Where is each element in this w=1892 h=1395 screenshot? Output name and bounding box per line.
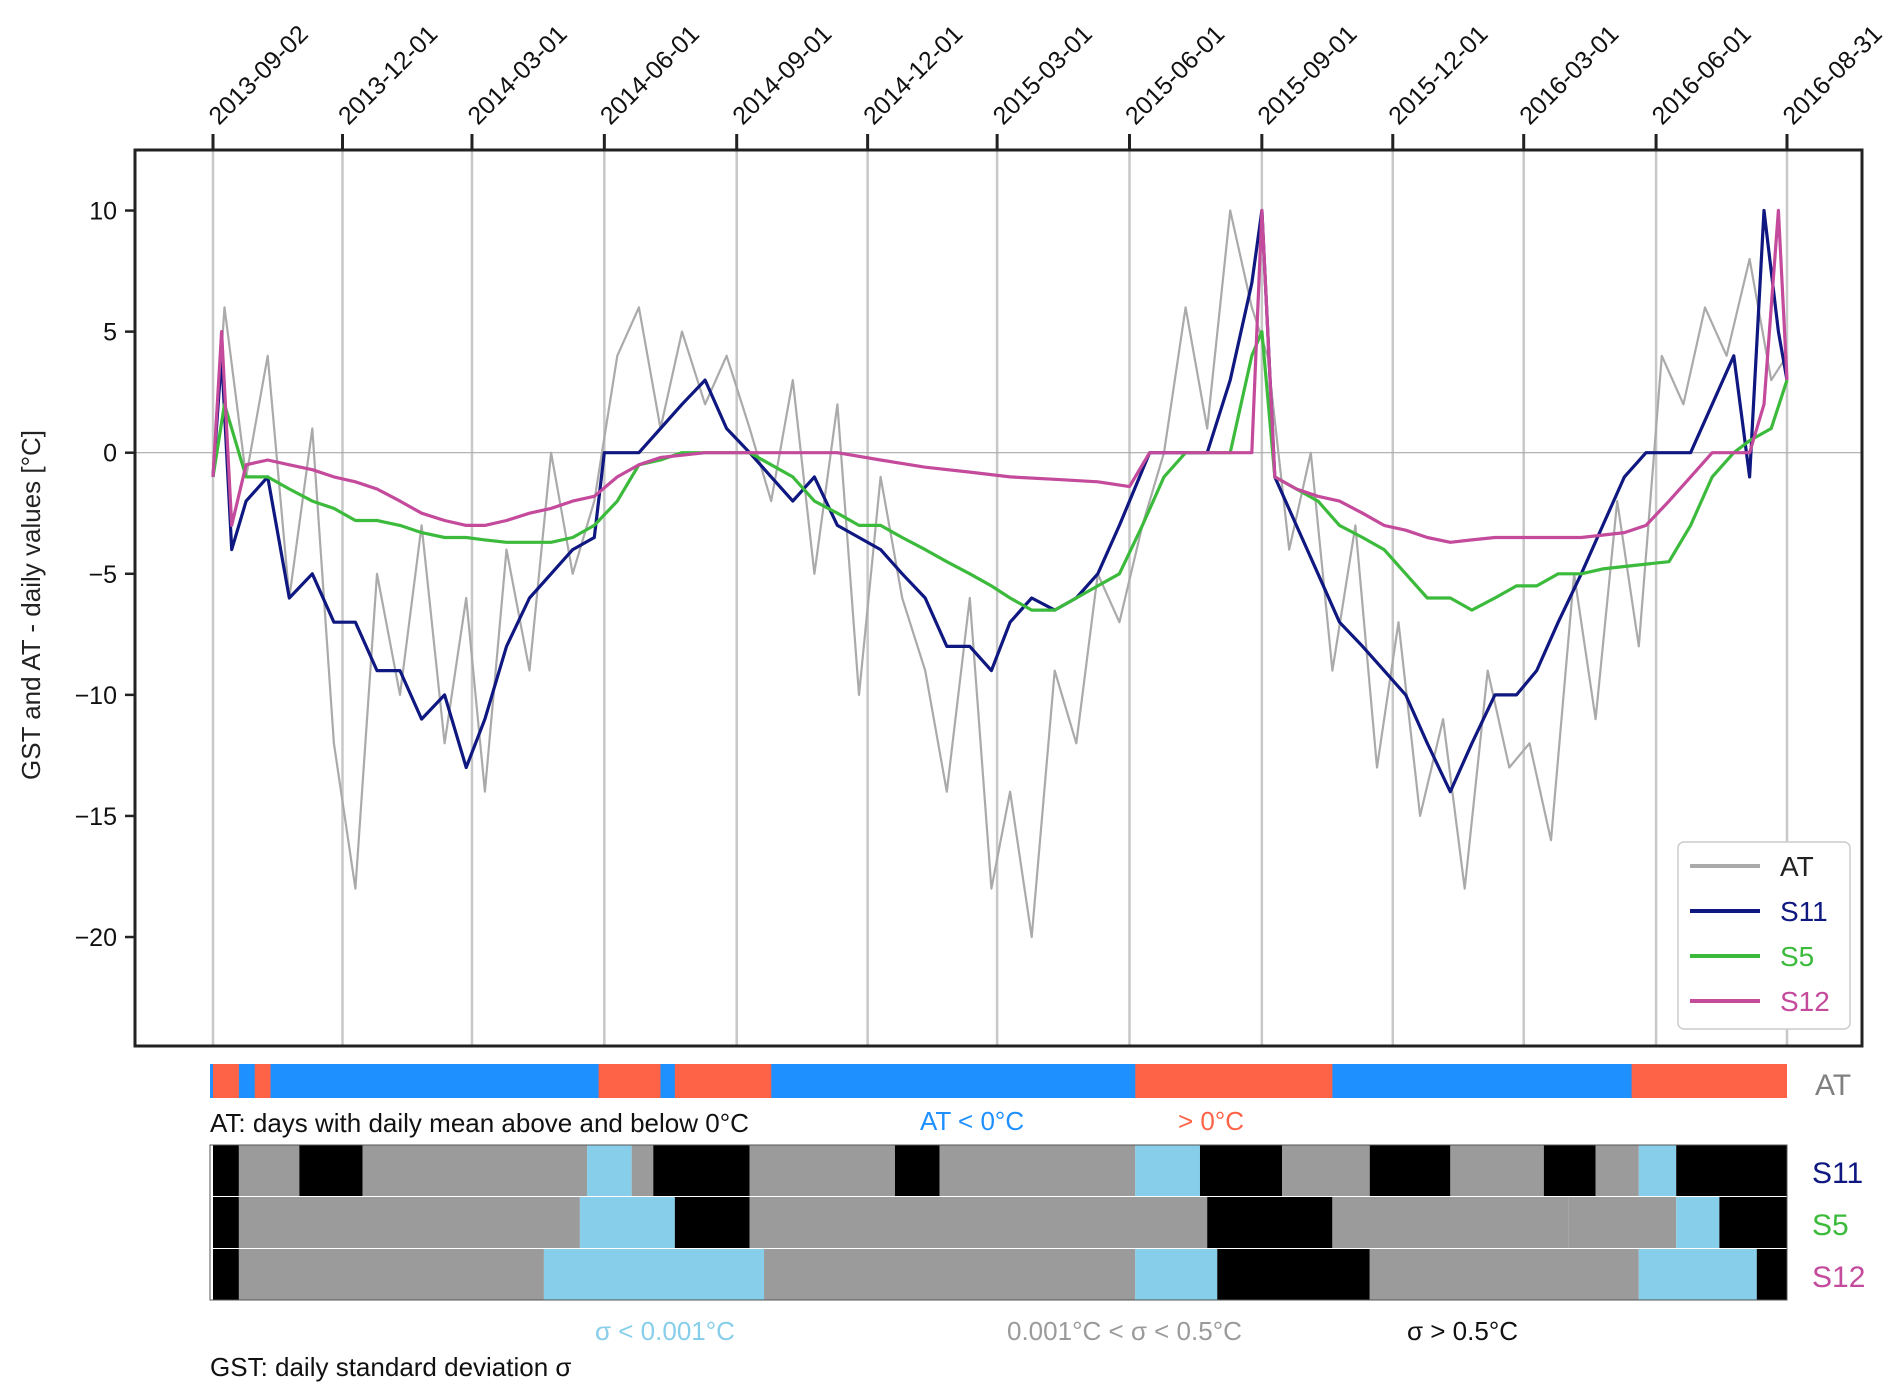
legend-label: S11 (1780, 896, 1828, 927)
gst-period (939, 1145, 1136, 1196)
x-tick-label: 2015-03-01 (988, 20, 1098, 130)
legend: AT S11 S5 S12 (1677, 841, 1851, 1030)
gst-period (1199, 1145, 1282, 1196)
gst-frame (209, 1144, 1788, 1301)
gst-period (213, 1197, 239, 1248)
series-layer (211, 208, 1789, 939)
gst-period (1369, 1249, 1639, 1300)
gst-period (238, 1197, 580, 1248)
gst-high-label: σ > 0.5°C (1407, 1316, 1518, 1346)
x-tick-label: 2015-12-01 (1383, 20, 1493, 130)
series-s12-line (211, 208, 1789, 544)
y-tick-label: −5 (88, 561, 117, 589)
x-tick-label: 2016-08-31 (1777, 20, 1887, 130)
x-tick-label: 2016-03-01 (1514, 20, 1624, 130)
gst-period (1676, 1197, 1720, 1248)
gst-mid-label: 0.001°C < σ < 0.5°C (1007, 1316, 1242, 1346)
gst-period (749, 1145, 895, 1196)
gst-row-label: S5 (1812, 1209, 1849, 1242)
gst-period (1135, 1249, 1218, 1300)
gst-period (1756, 1249, 1787, 1300)
gst-period (587, 1145, 632, 1196)
gst-period (1332, 1197, 1569, 1248)
y-tick-label: 5 (103, 319, 117, 347)
x-tick-label: 2014-09-01 (727, 20, 837, 130)
gst-period (213, 1249, 239, 1300)
series-s11-line (211, 208, 1789, 794)
gst-period (894, 1145, 940, 1196)
at-above-period (1631, 1064, 1787, 1098)
gst-period (1217, 1249, 1370, 1300)
at-above-period (674, 1064, 772, 1098)
gst-period (213, 1145, 239, 1196)
gst-period (1719, 1197, 1787, 1248)
gst-period (362, 1145, 588, 1196)
gst-low-label: σ < 0.001°C (595, 1316, 735, 1346)
gst-period (631, 1145, 654, 1196)
y-axis-label: GST and AT - daily values [°C] (16, 430, 46, 780)
at-caption: AT: days with daily mean above and below… (210, 1108, 749, 1138)
gst-period (1638, 1249, 1757, 1300)
series-at-line (211, 209, 1788, 939)
at-strip (210, 1064, 1787, 1098)
at-above-period (213, 1064, 239, 1098)
gst-period (749, 1197, 1208, 1248)
at-below-label: AT < 0°C (920, 1106, 1024, 1136)
y-tick-label: 10 (89, 198, 117, 226)
plot-frame (133, 148, 1864, 1048)
gst-period (653, 1145, 750, 1196)
gst-period (1543, 1145, 1596, 1196)
gst-period (1568, 1197, 1677, 1248)
x-tick-label: 2015-06-01 (1120, 20, 1230, 130)
y-tick-label: −10 (75, 682, 117, 710)
gst-period (1369, 1145, 1451, 1196)
x-tick-label: 2015-09-01 (1252, 20, 1362, 130)
gst-period (1676, 1145, 1787, 1196)
y-tick-labels: 10 5 0 −5 −10 −15 −20 (75, 198, 135, 952)
gst-period (1281, 1145, 1370, 1196)
gst-row-label: S12 (1812, 1261, 1865, 1294)
at-strip-label: AT (1815, 1069, 1851, 1102)
legend-items: AT S11 S5 S12 (1690, 851, 1830, 1017)
gst-period (579, 1197, 675, 1248)
x-tick-label: 2014-03-01 (462, 20, 572, 130)
gst-period (1135, 1145, 1200, 1196)
series-s5-line (211, 330, 1789, 612)
gst-period (299, 1145, 363, 1196)
y-tick-label: 0 (103, 440, 117, 468)
y-tick-label: −15 (75, 803, 117, 831)
gst-period (1450, 1145, 1544, 1196)
gst-period (543, 1249, 765, 1300)
x-tick-labels: 2013-09-02 2013-12-01 2014-03-01 2014-06-01… (203, 20, 1888, 150)
gst-period (238, 1145, 300, 1196)
gst-period (674, 1197, 750, 1248)
y-tick-label: −20 (75, 924, 117, 952)
at-below-band (210, 1064, 1787, 1098)
legend-label: AT (1780, 851, 1814, 882)
x-tick-label: 2013-09-02 (203, 20, 313, 130)
at-above-period (1135, 1064, 1333, 1098)
legend-label: S5 (1780, 941, 1814, 972)
gst-period (1595, 1145, 1639, 1196)
at-above-label: > 0°C (1178, 1106, 1244, 1136)
gst-period (1207, 1197, 1333, 1248)
gst-period (1638, 1145, 1677, 1196)
gst-period (238, 1249, 544, 1300)
gst-caption: GST: daily standard deviation σ (210, 1352, 571, 1382)
x-tick-label: 2014-06-01 (595, 20, 705, 130)
at-above-period (598, 1064, 661, 1098)
gst-period (764, 1249, 1136, 1300)
gst-row-labels: S11 S5 S12 (1812, 1157, 1865, 1294)
gst-strip (209, 1144, 1788, 1301)
x-tick-label: 2014-12-01 (858, 20, 968, 130)
legend-frame (1677, 841, 1851, 1030)
vertical-gridlines (211, 150, 1789, 1046)
gst-row-label: S11 (1812, 1157, 1863, 1190)
at-above-period (254, 1064, 271, 1098)
x-tick-label: 2016-06-01 (1647, 20, 1757, 130)
x-tick-label: 2013-12-01 (333, 20, 443, 130)
legend-label: S12 (1780, 986, 1830, 1017)
